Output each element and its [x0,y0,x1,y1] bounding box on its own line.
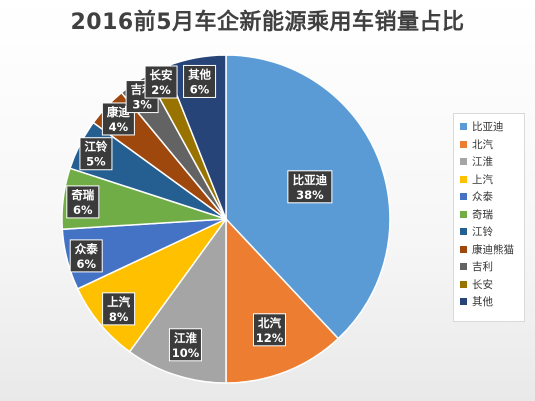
data-label-其他: 其他6% [183,64,217,98]
legend-swatch [460,140,467,148]
legend-label: 奇瑞 [472,208,493,221]
data-label-value: 10% [172,346,200,360]
data-label-value: 8% [109,310,129,324]
data-label-长安: 长安2% [144,65,178,99]
data-label-name: 长安 [150,68,173,82]
legend-swatch [460,123,467,131]
data-label-value: 6% [76,257,96,271]
legend-label: 上汽 [472,173,493,186]
legend-swatch [460,280,467,288]
data-label-value: 2% [151,83,171,97]
legend-label: 众泰 [472,191,493,204]
data-label-name: 奇瑞 [71,188,94,202]
legend-item: 北汽 [460,136,524,154]
legend-item: 比亚迪 [460,118,524,136]
legend-item: 其他 [460,293,524,311]
data-label-众泰: 众泰6% [69,239,103,273]
legend-swatch [460,298,467,306]
data-label-value: 3% [132,98,152,112]
data-label-name: 上汽 [107,295,130,309]
legend-item: 吉利 [460,258,524,276]
legend-label: 吉利 [472,261,493,274]
legend-swatch [460,263,467,271]
legend-item: 众泰 [460,188,524,206]
data-label-value: 5% [86,155,106,169]
data-label-value: 4% [109,120,129,134]
data-label-value: 12% [256,331,284,345]
data-label-value: 38% [296,188,324,202]
legend-label: 长安 [472,278,493,291]
chart-title: 2016前5月车企新能源乘用车销量占比 [70,10,465,35]
legend-label: 江铃 [472,226,493,239]
data-label-name: 康迪 [107,105,130,119]
legend-item: 江淮 [460,153,524,171]
legend-swatch [460,245,467,253]
legend-item: 上汽 [460,171,524,189]
legend-label: 比亚迪 [472,121,504,134]
data-label-奇瑞: 奇瑞6% [66,185,100,219]
legend-item: 江铃 [460,223,524,241]
legend-label: 其他 [472,296,493,309]
legend-swatch [460,175,467,183]
legend-item: 康迪熊猫 [460,241,524,259]
data-label-name: 其他 [188,67,211,81]
data-label-江铃: 江铃5% [79,137,113,171]
legend-item: 奇瑞 [460,206,524,224]
legend-label: 北汽 [472,138,493,151]
legend-swatch [460,193,467,201]
legend-swatch [460,158,467,166]
data-label-name: 比亚迪 [293,173,328,187]
legend-label: 江淮 [472,156,493,169]
data-label-name: 江铃 [84,140,107,154]
data-label-value: 6% [73,203,93,217]
data-label-name: 北汽 [258,316,281,330]
legend-swatch [460,228,467,236]
legend: 比亚迪北汽江淮上汽众泰奇瑞江铃康迪熊猫吉利长安其他 [453,113,525,322]
data-label-上汽: 上汽8% [102,292,136,326]
legend-swatch [460,210,467,218]
legend-item: 长安 [460,276,524,294]
legend-label: 康迪熊猫 [472,243,514,256]
data-label-name: 众泰 [75,242,98,256]
data-label-value: 6% [190,82,210,96]
data-label-name: 江淮 [174,331,197,345]
